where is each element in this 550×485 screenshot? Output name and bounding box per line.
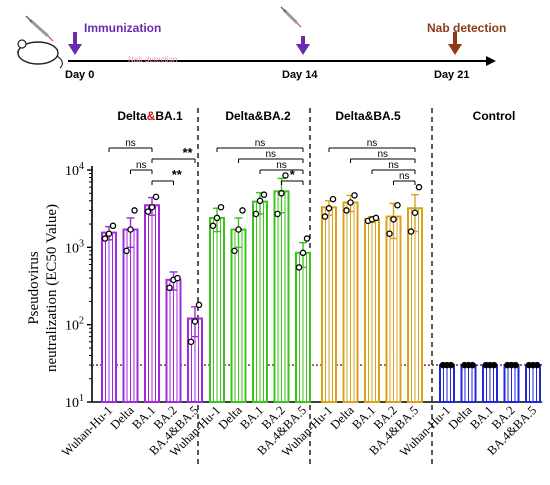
- data-point: [260, 191, 268, 198]
- data-point: [469, 361, 476, 369]
- data-point: [101, 235, 109, 242]
- data-point: [386, 230, 393, 237]
- data-point: [209, 222, 217, 230]
- data-point: [231, 247, 238, 255]
- x-tick-label: BA.1: [237, 403, 266, 432]
- data-point: [235, 226, 242, 233]
- x-tick-label: BA.1: [467, 403, 496, 432]
- data-point: [256, 197, 264, 205]
- immunization-arrow: [68, 32, 82, 55]
- significance-label: ns: [255, 138, 266, 149]
- y-axis-label-line1: Pseudovirus: [26, 251, 42, 325]
- y-axis-label-line2: neutralization (EC50 Value): [44, 204, 60, 372]
- data-point: [295, 264, 303, 271]
- syringe-icon: [25, 15, 54, 42]
- data-point: [191, 318, 199, 325]
- immunization-arrow: [296, 36, 310, 55]
- significance-label: ns: [367, 138, 378, 149]
- data-point: [321, 213, 329, 220]
- significance-label: ns: [377, 149, 388, 160]
- data-point: [303, 235, 311, 242]
- group-title: Delta&BA.1: [117, 109, 183, 123]
- significance-label: ns: [125, 138, 136, 149]
- data-point: [415, 183, 423, 191]
- data-point: [299, 249, 307, 257]
- data-point: [490, 361, 498, 369]
- day-label-0: Day 0: [65, 69, 94, 81]
- data-point: [239, 207, 246, 214]
- group-title: Delta&BA.5: [335, 109, 401, 123]
- data-point: [166, 284, 173, 292]
- data-point: [252, 210, 260, 218]
- x-tick-label: Wuhan-Hu-1: [59, 403, 115, 459]
- bar-group-2: Delta&BA.5Wuhan-Hu-1DeltaBA.1BA.2BA.4&BA…: [279, 109, 423, 459]
- data-point: [282, 172, 289, 179]
- y-tick-label: 104: [65, 161, 84, 179]
- data-point: [274, 210, 281, 218]
- data-point: [148, 203, 156, 211]
- data-point: [343, 207, 350, 214]
- significance-label: ns: [399, 171, 410, 182]
- data-point: [512, 361, 519, 369]
- significance-label: **: [182, 145, 193, 160]
- nab-detection-label: Nab detection: [427, 21, 506, 35]
- y-tick-label: 101: [65, 393, 84, 411]
- significance-label: ns: [388, 160, 399, 171]
- data-point: [394, 202, 401, 209]
- faint-overlay-text: Nab detection: [128, 55, 177, 64]
- significance-label: **: [172, 167, 183, 182]
- mouse-icon: [17, 39, 63, 69]
- day-label-14: Day 14: [282, 69, 318, 81]
- data-point: [372, 214, 380, 222]
- y-tick-label: 103: [65, 238, 84, 256]
- data-point: [347, 199, 354, 206]
- data-point: [411, 209, 419, 217]
- significance-label: ns: [265, 149, 276, 160]
- nab-detection-arrow: [448, 32, 462, 55]
- data-point: [325, 205, 333, 212]
- data-point: [109, 222, 117, 230]
- data-point: [329, 195, 337, 203]
- data-point: [144, 208, 152, 215]
- plot-area: 101102103104Delta&BA.1Wuhan-Hu-1DeltaBA.…: [59, 108, 542, 466]
- data-point: [187, 338, 195, 346]
- significance-label: ns: [276, 160, 287, 171]
- data-point: [105, 230, 113, 237]
- data-point: [195, 301, 203, 309]
- data-point: [123, 247, 130, 255]
- syringe-icon: [280, 6, 302, 28]
- y-tick-label: 102: [65, 316, 84, 334]
- data-point: [127, 226, 134, 233]
- group-title: Delta&BA.2: [225, 109, 291, 123]
- data-point: [533, 361, 541, 369]
- data-point: [447, 361, 455, 369]
- data-point: [217, 203, 225, 211]
- significance-label: ns: [136, 160, 147, 171]
- data-point: [407, 228, 415, 235]
- data-point: [351, 192, 358, 199]
- group-title: Control: [473, 109, 516, 123]
- timeline: Immunization Nab detection Nab detection…: [17, 6, 506, 81]
- x-tick-label: BA.1: [129, 403, 158, 432]
- immunization-label: Immunization: [84, 21, 161, 35]
- data-point: [174, 274, 181, 282]
- data-point: [213, 214, 221, 222]
- data-point: [278, 190, 285, 197]
- timeline-arrowhead: [486, 56, 496, 66]
- data-point: [131, 207, 138, 214]
- data-point: [390, 216, 397, 223]
- x-tick-label: BA.1: [349, 403, 378, 432]
- significance-label: *: [290, 167, 296, 182]
- chart: Pseudovirus neutralization (EC50 Value) …: [26, 108, 542, 466]
- day-label-21: Day 21: [434, 69, 469, 81]
- data-point: [152, 193, 160, 201]
